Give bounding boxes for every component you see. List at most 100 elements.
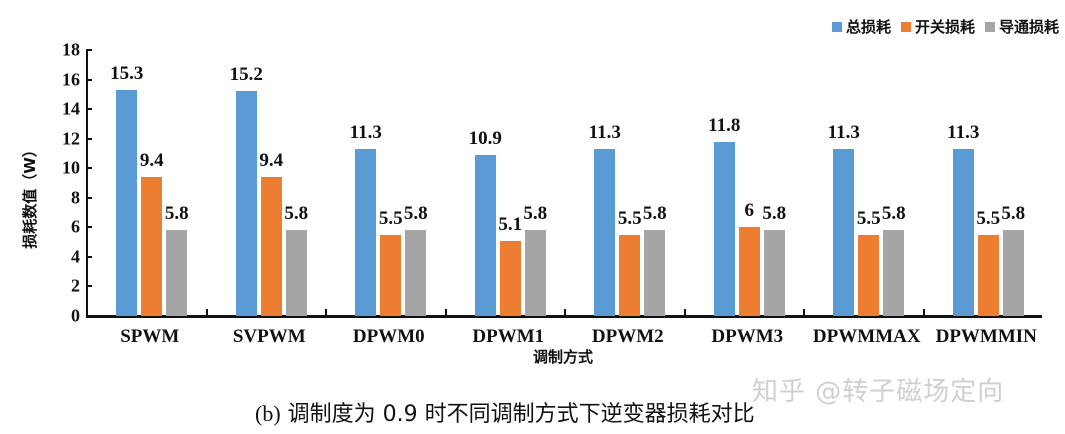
x-tick-label: DPWM1 [472, 326, 545, 347]
data-label: 5.5 [378, 207, 403, 229]
caption-text: 调制度为 0.9 时不同调制方式下逆变器损耗对比 [287, 402, 755, 427]
x-axis-title: 调制方式 [532, 348, 594, 366]
bar [166, 230, 188, 316]
x-tick-mark [325, 309, 327, 316]
bar [380, 234, 402, 316]
bar [619, 234, 641, 316]
bar [260, 177, 282, 316]
y-tick-label: 6 [71, 216, 80, 237]
bar [116, 89, 138, 316]
data-label: 5.8 [642, 203, 667, 225]
bar [474, 154, 496, 316]
x-tick-label: SPWM [120, 326, 180, 347]
data-label: 5.5 [856, 207, 881, 229]
bar [524, 230, 546, 316]
data-label: 9.4 [259, 150, 284, 172]
data-label: 6 [744, 200, 755, 222]
data-label: 11.3 [947, 122, 980, 143]
y-tick-label: 12 [62, 128, 80, 149]
bar [235, 91, 257, 316]
y-tick-mark [86, 78, 92, 81]
x-tick-mark [803, 309, 805, 316]
y-axis-title-text: 损耗数值（W） [20, 141, 39, 249]
y-axis-ticks: 0 2 4 6 8 10 12 14 16 18 [50, 0, 80, 434]
y-axis-title: 损耗数值（W） [14, 110, 44, 280]
y-tick-mark [86, 167, 92, 170]
legend-label-total: 总损耗 [845, 18, 891, 36]
x-tick-label: DPWMMIN [935, 326, 1037, 347]
y-tick-mark [86, 108, 92, 111]
data-label: 5.8 [164, 203, 189, 225]
y-tick-mark [86, 49, 92, 51]
data-label: 9.4 [139, 150, 164, 172]
bar [763, 230, 785, 316]
bar [952, 149, 974, 316]
data-label: 5.1 [498, 213, 523, 235]
x-axis-line [86, 315, 1042, 318]
watermark: 知乎 @转子磁场定向 [752, 377, 1005, 407]
x-tick-mark [922, 309, 925, 316]
plot-area: 15.3 9.4 5.8 15.2 9.4 5.8 11.3 5.5 5.8 10.9 5.1 5.8… [86, 49, 1042, 318]
bar [713, 141, 735, 316]
x-tick-mark [564, 309, 566, 316]
bar [355, 149, 377, 316]
data-label: 11.3 [827, 122, 860, 143]
legend-swatch-switching [900, 21, 911, 32]
data-label: 5.8 [523, 203, 548, 225]
bar [977, 234, 999, 316]
legend-swatch-conduction [984, 21, 995, 32]
x-tick-mark [683, 309, 686, 316]
x-tick-label: SVPWM [232, 326, 306, 347]
data-label: 5.8 [762, 203, 787, 225]
legend-item-total: 总损耗 [831, 16, 891, 37]
data-label: 10.9 [468, 127, 502, 149]
chart-legend: 总损耗 开关损耗 导通损耗 [831, 16, 1059, 37]
data-label: 11.8 [708, 114, 741, 136]
data-label: 15.3 [110, 62, 144, 84]
legend-item-switching: 开关损耗 [900, 16, 975, 37]
y-tick-mark [86, 196, 92, 199]
legend-swatch-total [831, 21, 842, 32]
data-label: 11.3 [588, 122, 621, 143]
y-axis-line [86, 50, 88, 318]
bar [285, 230, 307, 316]
bar [499, 240, 521, 316]
data-label: 11.3 [349, 122, 382, 143]
y-tick-label: 2 [71, 275, 80, 296]
data-label: 5.8 [403, 203, 428, 225]
x-tick-mark [205, 309, 208, 316]
bar [883, 230, 905, 316]
x-tick-label: DPWM0 [352, 326, 425, 347]
data-label: 5.8 [881, 203, 906, 225]
x-tick-mark [444, 309, 447, 316]
data-label: 5.8 [1001, 203, 1026, 225]
bar [594, 149, 616, 316]
y-tick-label: 18 [62, 39, 80, 60]
bar [141, 177, 163, 316]
data-label: 5.5 [976, 207, 1001, 229]
y-tick-label: 0 [71, 305, 80, 326]
data-label: 5.5 [617, 207, 642, 229]
bar [858, 234, 880, 316]
y-tick-label: 8 [71, 187, 80, 208]
caption-prefix: (b) [255, 401, 281, 426]
y-tick-mark [86, 315, 92, 317]
bar [405, 230, 427, 316]
bar [738, 227, 760, 316]
bar [644, 230, 666, 316]
legend-item-conduction: 导通损耗 [984, 16, 1059, 37]
figure-caption: (b) 调制度为 0.9 时不同调制方式下逆变器损耗对比 [255, 396, 755, 428]
y-tick-label: 16 [62, 69, 80, 90]
bar [833, 149, 855, 316]
data-label: 5.8 [284, 203, 309, 225]
y-tick-mark [86, 226, 92, 229]
bar [1002, 230, 1024, 316]
legend-label-switching: 开关损耗 [914, 18, 975, 36]
legend-label-conduction: 导通损耗 [998, 18, 1059, 36]
y-tick-label: 14 [62, 98, 80, 119]
y-tick-label: 10 [62, 157, 80, 178]
data-label: 15.2 [229, 64, 263, 86]
y-tick-mark [86, 285, 92, 288]
x-tick-label: DPWM2 [591, 326, 664, 347]
x-tick-label: DPWM3 [711, 326, 784, 347]
